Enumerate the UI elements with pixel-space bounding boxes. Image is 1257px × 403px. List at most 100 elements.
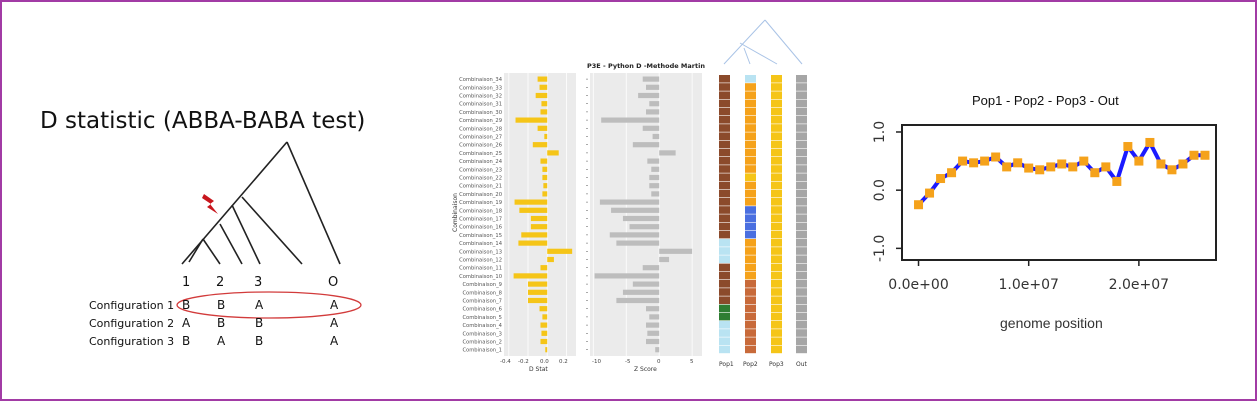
- population-cell-pop2: [745, 337, 756, 345]
- z-score-bar: [599, 199, 660, 205]
- population-cell-pop2: [745, 329, 756, 337]
- z-score-bar: [594, 273, 660, 279]
- d-tick-3: 0.0: [540, 359, 549, 365]
- d-statistic-point: [1079, 156, 1089, 166]
- mini-tree-branch-a: [723, 19, 766, 65]
- z-score-bar: [638, 92, 660, 99]
- population-cell-out: [796, 181, 807, 190]
- d-stat-bar: [532, 142, 548, 148]
- z-score-bars: [594, 76, 693, 353]
- z-score-bar: [655, 347, 660, 353]
- population-cell-pop2: [745, 157, 756, 165]
- population-cell-out: [796, 83, 807, 91]
- d-stat-zscore-figure: P3E - Python D -Methode Martin Combinais…: [452, 19, 808, 373]
- population-cell-pop2: [745, 296, 756, 304]
- y-tick-label: 1.0: [872, 121, 888, 143]
- d-stat-bar: [540, 158, 548, 164]
- population-cell-pop2: [745, 345, 756, 354]
- population-cell-pop1: [719, 296, 730, 304]
- population-cell-pop1: [719, 189, 730, 198]
- population-cell-pop1: [719, 148, 730, 157]
- d-stat-panel-bg: [504, 73, 576, 356]
- population-cell-pop2: [745, 165, 756, 173]
- d-statistic-point: [1167, 165, 1177, 175]
- column-label-pop2: Pop2: [743, 361, 758, 368]
- z-score-bar: [659, 256, 670, 263]
- population-cell-pop3: [771, 230, 782, 239]
- sliding-window-d-plot: Pop1 - Pop2 - Pop3 - Out -1.0 0.0 1.0 0.0e+…: [872, 93, 1217, 331]
- population-cell-pop1: [719, 206, 730, 214]
- d-statistic-title: D statistic (ABBA-BABA test): [40, 108, 365, 134]
- population-cell-pop2: [745, 116, 756, 124]
- combinaison-label: Combinaison_21: [459, 184, 502, 190]
- combinaison-label: Combinaison_5: [462, 315, 502, 321]
- population-cell-pop3: [771, 91, 782, 99]
- population-cell-pop1: [719, 124, 730, 132]
- population-cell-out: [796, 116, 807, 124]
- population-cell-pop3: [771, 247, 782, 255]
- d-stat-bar: [542, 191, 548, 197]
- d-statistic-point: [914, 200, 924, 210]
- population-cell-pop2: [745, 304, 756, 313]
- mini-tree-branch-d: [739, 42, 778, 65]
- population-cell-pop3: [771, 189, 782, 198]
- d-statistic-point: [1057, 159, 1067, 169]
- d-stat-bar: [519, 207, 548, 213]
- d-stat-bar: [540, 338, 548, 345]
- d-stat-bar: [539, 306, 548, 312]
- z-score-bar: [659, 150, 676, 156]
- config-3-pattern-3: B: [255, 334, 263, 348]
- d-stat-bar: [542, 174, 548, 181]
- population-cell-pop3: [771, 214, 782, 222]
- d-stat-bar: [521, 232, 548, 238]
- d-statistic-point: [1002, 162, 1012, 172]
- tree-branch-introgression: [219, 223, 243, 265]
- combinaison-label: Combinaison_14: [459, 241, 503, 247]
- population-cell-pop3: [771, 337, 782, 345]
- population-cell-out: [796, 107, 807, 116]
- population-cell-pop2: [745, 214, 756, 222]
- z-score-bar: [642, 265, 660, 271]
- population-cell-pop2: [745, 83, 756, 91]
- population-cell-pop1: [719, 288, 730, 296]
- population-cell-pop2: [745, 181, 756, 190]
- species-tree: [181, 141, 341, 265]
- population-cell-pop3: [771, 296, 782, 304]
- population-cell-pop3: [771, 165, 782, 173]
- lightning-icon: [202, 194, 218, 214]
- population-cell-pop3: [771, 132, 782, 140]
- d-stat-bar: [547, 150, 559, 156]
- combinaison-label: Combinaison_20: [459, 192, 502, 198]
- population-cell-pop1: [719, 271, 730, 280]
- config-2-pattern-3: B: [255, 316, 263, 330]
- combinaison-label: Combinaison_26: [459, 143, 502, 149]
- d-statistic-point: [1134, 156, 1144, 166]
- population-cell-out: [796, 173, 807, 181]
- combinaison-label: Combinaison_6: [462, 307, 502, 313]
- population-cell-pop3: [771, 255, 782, 263]
- combinaison-label: Combinaison_17: [459, 217, 502, 223]
- d-tick-1: -0.4: [500, 359, 511, 365]
- d-stat-bar: [540, 265, 548, 271]
- population-cell-out: [796, 345, 807, 354]
- combinaison-label: Combinaison_8: [462, 290, 502, 296]
- d-statistic-point: [947, 168, 957, 178]
- config-2-pattern-4: A: [330, 316, 339, 330]
- combinaison-label: Combinaison_23: [459, 167, 502, 173]
- population-cell-pop3: [771, 116, 782, 124]
- z-score-bar: [646, 84, 660, 90]
- d-statistic-point: [1068, 162, 1078, 172]
- z-score-bar: [622, 289, 660, 295]
- x-tick-label: 2.0e+07: [1109, 277, 1169, 293]
- population-cell-out: [796, 214, 807, 222]
- population-cell-pop2: [745, 189, 756, 198]
- population-cell-pop2: [745, 239, 756, 247]
- d-stat-bar: [542, 166, 548, 172]
- population-cell-out: [796, 321, 807, 329]
- d-statistic-point: [1090, 168, 1100, 178]
- z-score-bar: [611, 207, 660, 213]
- population-cell-pop1: [719, 280, 730, 288]
- d-statistic-markers: [914, 137, 1210, 210]
- z-score-bar: [649, 174, 660, 181]
- population-cell-out: [796, 255, 807, 263]
